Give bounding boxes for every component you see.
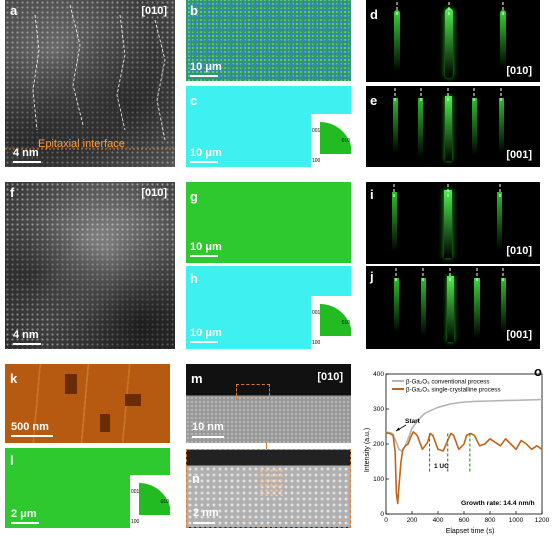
legend-series-2: β-Ga₂O₃ single-crystalline process: [406, 387, 500, 394]
chart-legend: β-Ga₂O₃ conventional process β-Ga₂O₃ sin…: [392, 379, 500, 394]
ipf-color-key-l: 001 010 100: [130, 475, 170, 528]
panel-f-label: f: [10, 185, 15, 200]
panel-g-ebsd-map: g 10 μm: [186, 182, 351, 263]
y-tick-label: 100: [373, 476, 384, 483]
panel-k-scale-bar: [11, 435, 53, 437]
x-axis-label: Elapset time (s): [446, 528, 495, 535]
panel-g-scale-bar: [190, 255, 218, 257]
panel-j-direction: [001]: [506, 329, 532, 341]
panel-c-scale-text: 10 μm: [190, 147, 222, 159]
ipf-color-key-h: 001 010 100: [311, 296, 351, 349]
panel-d-label: d: [370, 7, 378, 22]
panel-b-label: b: [190, 3, 198, 18]
growth-rate-annotation: Growth rate: 14.4 nm/h: [461, 500, 535, 507]
rheed-markers-i: [393, 184, 501, 198]
panel-e-rheed: e [001]: [366, 86, 540, 167]
panel-c-scale-bar: [190, 161, 218, 163]
x-tick-label: 800: [485, 517, 496, 524]
ipf-color-key-c: 001 010 100: [311, 114, 351, 167]
x-tick-label: 400: [433, 517, 444, 524]
series-line-1: [385, 398, 543, 452]
panel-e-direction: [001]: [506, 149, 532, 161]
panel-o-label: o: [534, 364, 542, 379]
uc-annotation: 1 UC: [434, 463, 449, 470]
panel-n-label: n: [192, 471, 200, 486]
panel-o-chart: o 0 200 400 600 800 1000 1200 0 100 200 300 400 β-G…: [362, 364, 554, 536]
panel-d-direction: [010]: [506, 65, 532, 77]
x-tick-label: 1200: [535, 517, 550, 524]
panel-c-ebsd-map: c 10 μm 001 010 100: [186, 86, 351, 167]
panel-k-label: k: [10, 371, 18, 386]
y-tick-label: 0: [380, 511, 384, 518]
panel-k-scale-text: 500 nm: [11, 421, 49, 433]
panel-l-scale-bar: [11, 522, 39, 524]
y-tick-label: 400: [373, 371, 384, 378]
rheed-markers-d: [396, 2, 504, 16]
panel-f-hrtem: f [010] 4 nm: [5, 182, 175, 349]
panel-h-label: h: [190, 271, 198, 286]
domain-boundary-lines: [5, 4, 175, 150]
panel-n-scale-text: 2 nm: [193, 507, 219, 519]
panel-a-direction: [010]: [141, 5, 167, 17]
start-annotation: Start: [405, 418, 421, 425]
x-tick-label: 600: [459, 517, 470, 524]
panel-m-scale-text: 10 nm: [192, 421, 224, 433]
panel-g-label: g: [190, 189, 198, 204]
panel-j-label: j: [370, 269, 374, 284]
panel-i-label: i: [370, 187, 374, 202]
panel-m-stem: m [010] 10 nm: [186, 364, 351, 443]
panel-l-label: l: [10, 453, 14, 468]
panel-f-scale-text: 4 nm: [13, 329, 39, 341]
panel-a-scale-bar: [13, 161, 41, 163]
panel-a-hrtem: a [010] Epitaxial interface 4 nm: [5, 0, 175, 167]
zoom-connector: [266, 443, 267, 449]
panel-a-scale-text: 4 nm: [13, 147, 39, 159]
epitaxial-interface-label: Epitaxial interface: [38, 138, 125, 150]
panel-b-ebsd-map: b 10 μm: [186, 0, 351, 81]
panel-h-scale-text: 10 μm: [190, 327, 222, 339]
x-tick-label: 1000: [509, 517, 524, 524]
panel-f-scale-bar: [13, 343, 41, 345]
rheed-markers-j: [395, 268, 504, 282]
panel-b-scale-bar: [190, 75, 218, 77]
panel-m-scale-bar: [192, 436, 224, 438]
panel-i-rheed: i [010]: [366, 182, 540, 264]
series-line-2: [385, 431, 543, 505]
panel-e-label: e: [370, 93, 378, 108]
panel-i-direction: [010]: [506, 245, 532, 257]
panel-h-ebsd-map: h 10 μm 001 010 100: [186, 266, 351, 349]
panel-h-scale-bar: [190, 341, 218, 343]
panel-k-afm: k 500 nm: [5, 364, 170, 443]
y-axis-label: Intensity (a.u.): [364, 428, 371, 472]
panel-j-rheed: j [001]: [366, 266, 540, 349]
panel-a-label: a: [10, 3, 18, 18]
panel-b-scale-text: 10 μm: [190, 61, 222, 73]
rheed-markers-e: [394, 88, 502, 102]
panel-l-scale-text: 2 μm: [11, 508, 37, 520]
y-tick-label: 300: [373, 406, 384, 413]
x-tick-label: 0: [384, 517, 388, 524]
legend-series-1: β-Ga₂O₃ conventional process: [406, 379, 489, 386]
y-tick-label: 200: [373, 441, 384, 448]
panel-n-stem-zoom: n 2 nm: [186, 449, 351, 528]
x-tick-label: 200: [407, 517, 418, 524]
panel-c-label: c: [190, 93, 198, 108]
intensity-chart: o 0 200 400 600 800 1000 1200 0 100 200 300 400 β-G…: [364, 364, 550, 535]
panel-d-rheed: d [010]: [366, 0, 540, 82]
panel-f-direction: [010]: [141, 187, 167, 199]
panel-l-ebsd-map: l 2 μm 001 010 100: [5, 448, 170, 528]
panel-m-direction: [010]: [317, 371, 343, 383]
panel-n-scale-bar: [193, 522, 215, 524]
panel-m-label: m: [191, 371, 203, 386]
panel-g-scale-text: 10 μm: [190, 241, 222, 253]
